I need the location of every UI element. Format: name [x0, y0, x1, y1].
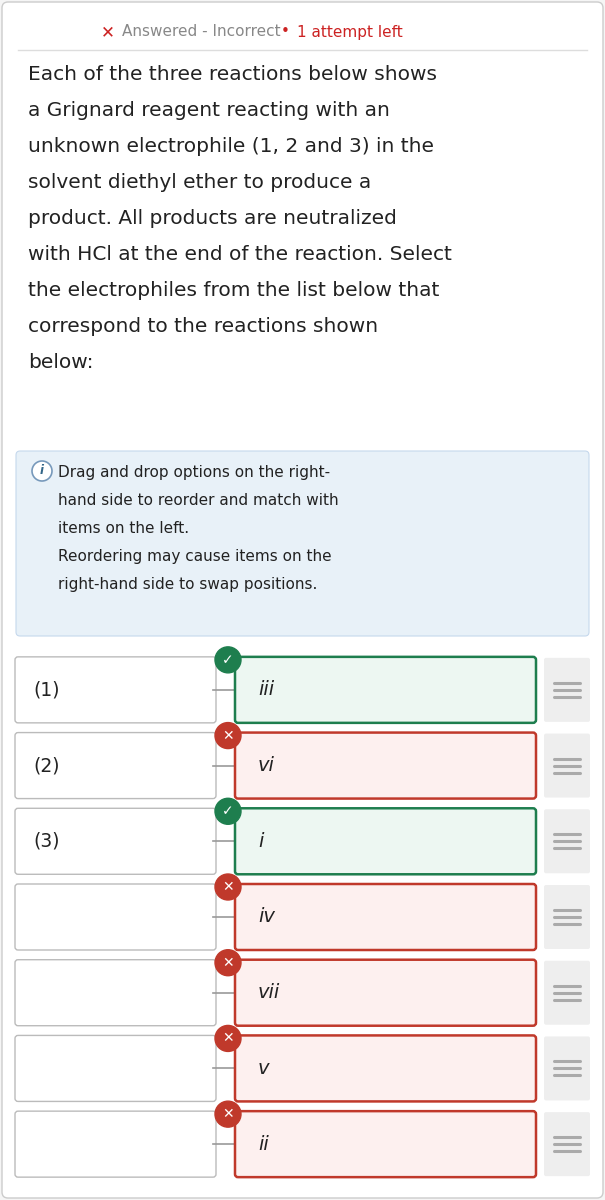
- Text: ✓: ✓: [222, 653, 234, 667]
- Text: ✕: ✕: [101, 23, 115, 41]
- Text: product. All products are neutralized: product. All products are neutralized: [28, 209, 397, 228]
- Text: iii: iii: [258, 680, 274, 700]
- FancyBboxPatch shape: [235, 732, 536, 798]
- FancyBboxPatch shape: [544, 809, 590, 874]
- Text: solvent diethyl ether to produce a: solvent diethyl ether to produce a: [28, 173, 371, 192]
- FancyBboxPatch shape: [16, 451, 589, 636]
- Text: ✕: ✕: [222, 955, 234, 970]
- Text: (3): (3): [33, 832, 59, 851]
- FancyBboxPatch shape: [235, 1036, 536, 1102]
- Text: ✕: ✕: [222, 880, 234, 894]
- Text: (1): (1): [33, 680, 59, 700]
- Text: ✕: ✕: [222, 1108, 234, 1121]
- FancyBboxPatch shape: [235, 960, 536, 1026]
- Circle shape: [215, 647, 241, 673]
- Circle shape: [215, 1026, 241, 1051]
- Text: ✕: ✕: [222, 1032, 234, 1045]
- Circle shape: [215, 1102, 241, 1127]
- Text: ii: ii: [258, 1135, 269, 1153]
- FancyBboxPatch shape: [544, 1112, 590, 1176]
- FancyBboxPatch shape: [15, 960, 216, 1026]
- FancyBboxPatch shape: [235, 884, 536, 950]
- Text: v: v: [258, 1058, 269, 1078]
- FancyBboxPatch shape: [15, 732, 216, 798]
- Text: a Grignard reagent reacting with an: a Grignard reagent reacting with an: [28, 101, 390, 120]
- Text: iv: iv: [258, 907, 275, 926]
- Text: hand side to reorder and match with: hand side to reorder and match with: [58, 493, 339, 508]
- Circle shape: [32, 461, 52, 481]
- FancyBboxPatch shape: [235, 809, 536, 875]
- Text: •: •: [281, 24, 289, 40]
- FancyBboxPatch shape: [15, 656, 216, 722]
- FancyBboxPatch shape: [544, 961, 590, 1025]
- Circle shape: [215, 722, 241, 749]
- Text: correspond to the reactions shown: correspond to the reactions shown: [28, 317, 378, 336]
- Text: (2): (2): [33, 756, 59, 775]
- Text: Reordering may cause items on the: Reordering may cause items on the: [58, 550, 332, 564]
- Circle shape: [215, 798, 241, 824]
- FancyBboxPatch shape: [235, 656, 536, 722]
- Text: right-hand side to swap positions.: right-hand side to swap positions.: [58, 577, 318, 592]
- Text: vii: vii: [258, 983, 280, 1002]
- Circle shape: [215, 949, 241, 976]
- FancyBboxPatch shape: [544, 1037, 590, 1100]
- Circle shape: [215, 874, 241, 900]
- FancyBboxPatch shape: [15, 884, 216, 950]
- Text: the electrophiles from the list below that: the electrophiles from the list below th…: [28, 281, 439, 300]
- FancyBboxPatch shape: [15, 809, 216, 875]
- Text: items on the left.: items on the left.: [58, 521, 189, 536]
- FancyBboxPatch shape: [15, 1111, 216, 1177]
- Text: i: i: [258, 832, 263, 851]
- FancyBboxPatch shape: [544, 733, 590, 798]
- Text: vi: vi: [258, 756, 275, 775]
- Text: ✕: ✕: [222, 728, 234, 743]
- FancyBboxPatch shape: [15, 1036, 216, 1102]
- FancyBboxPatch shape: [544, 658, 590, 722]
- Text: with HCl at the end of the reaction. Select: with HCl at the end of the reaction. Sel…: [28, 245, 452, 264]
- Text: unknown electrophile (1, 2 and 3) in the: unknown electrophile (1, 2 and 3) in the: [28, 137, 434, 156]
- FancyBboxPatch shape: [544, 886, 590, 949]
- Text: i: i: [40, 464, 44, 478]
- Text: Answered - Incorrect: Answered - Incorrect: [122, 24, 281, 40]
- Text: Drag and drop options on the right-: Drag and drop options on the right-: [58, 464, 330, 480]
- Text: ✓: ✓: [222, 804, 234, 818]
- Text: below:: below:: [28, 353, 94, 372]
- Text: Each of the three reactions below shows: Each of the three reactions below shows: [28, 65, 437, 84]
- Text: 1 attempt left: 1 attempt left: [297, 24, 403, 40]
- FancyBboxPatch shape: [235, 1111, 536, 1177]
